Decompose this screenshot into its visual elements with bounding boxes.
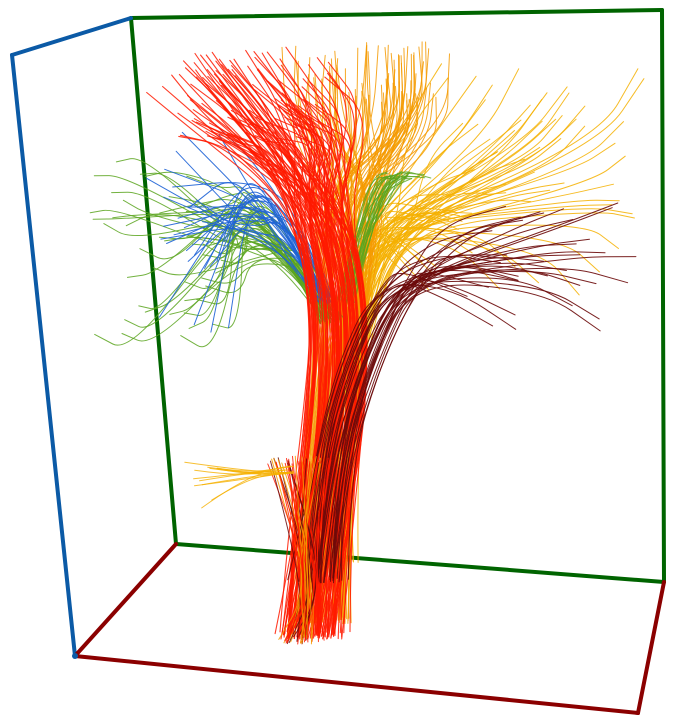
orange-fiber xyxy=(301,456,309,639)
dark-red-fiber xyxy=(298,284,517,582)
yellow-fiber xyxy=(332,77,449,562)
blue-fiber xyxy=(209,216,329,297)
red-fiber xyxy=(257,68,368,638)
green-fiber xyxy=(139,172,322,320)
red-fiber xyxy=(279,58,331,638)
dark-red-fiber xyxy=(341,219,524,581)
yellow-fiber xyxy=(209,467,289,473)
red-fiber xyxy=(316,459,332,643)
green-fiber xyxy=(355,175,426,297)
box-corner-origin xyxy=(72,653,78,659)
box-edge-back-left xyxy=(129,16,178,546)
yellow-fiber xyxy=(207,465,291,472)
red-fiber xyxy=(248,121,315,636)
dark-red-fiber xyxy=(319,202,619,582)
box-edge-back-bottom xyxy=(174,542,666,584)
dark-red-fiber xyxy=(317,270,597,585)
green-fiber xyxy=(346,175,408,301)
box-edge-back-right xyxy=(660,8,666,584)
dark-red-fiber xyxy=(317,208,564,583)
dark-red-fiber xyxy=(333,269,581,579)
red-fiber xyxy=(297,460,318,643)
dark-red-fiber xyxy=(319,257,544,584)
blue-fiber xyxy=(175,150,321,305)
box-edge-floor-left xyxy=(73,542,178,658)
yellow-fiber xyxy=(201,471,291,486)
orange-fiber xyxy=(300,456,317,638)
green-fiber xyxy=(121,258,328,342)
blue-fiber xyxy=(194,187,331,303)
yellow-fiber xyxy=(357,212,635,563)
box-edge-floor-right xyxy=(636,580,666,715)
red-fiber xyxy=(314,457,329,639)
fiber-bundles xyxy=(89,41,645,645)
red-fiber xyxy=(275,461,305,644)
bounding-box xyxy=(10,8,666,715)
red-fiber xyxy=(266,80,329,636)
dark-red-fiber xyxy=(270,460,301,642)
box-edge-left-top xyxy=(10,16,133,57)
dark-red-fiber xyxy=(324,256,637,578)
box-edge-left-front xyxy=(10,53,77,658)
dark-red-fiber xyxy=(329,265,519,578)
orange-fiber xyxy=(300,461,312,644)
yellow-fiber xyxy=(201,471,289,509)
blue-fiber xyxy=(198,196,329,300)
box-edge-floor-front xyxy=(73,654,640,715)
dark-red-fiber xyxy=(330,243,577,582)
red-fiber xyxy=(213,73,346,636)
red-fiber xyxy=(303,98,349,638)
dark-red-fiber xyxy=(318,284,494,578)
box-edge-back-top xyxy=(129,8,664,20)
dark-red-fiber xyxy=(309,230,493,583)
dark-red-fiber xyxy=(332,277,573,581)
dark-red-fiber xyxy=(304,251,606,582)
red-fiber xyxy=(288,458,303,645)
red-fiber xyxy=(291,463,307,640)
